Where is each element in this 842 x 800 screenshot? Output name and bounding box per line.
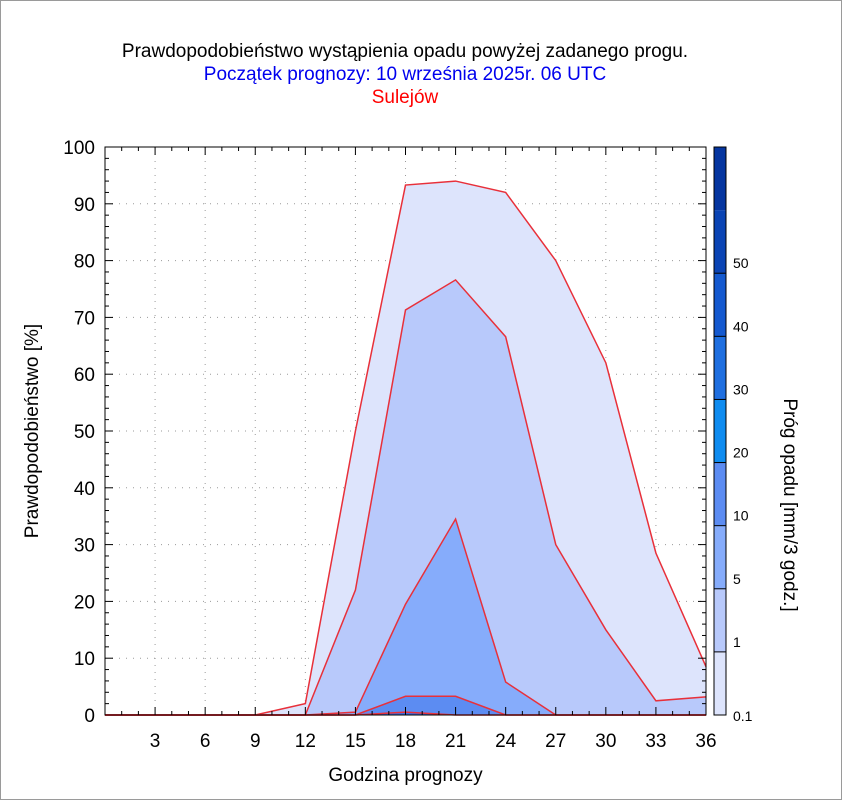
y-axis-label: Prawdopodobieństwo [%] [22, 324, 43, 538]
x-tick-label: 12 [295, 731, 316, 752]
y-tick-label: 100 [63, 138, 95, 159]
forecast-start-subtitle: Początek prognozy: 10 września 2025r. 06… [203, 64, 607, 85]
colorbar-tick-label: 10 [733, 508, 749, 524]
colorbar-segment [714, 273, 726, 337]
colorbar-segment [714, 588, 726, 652]
x-tick-label: 3 [150, 731, 161, 752]
colorbar-tick-label: 0.1 [733, 708, 753, 724]
area-threshold-5 [105, 519, 706, 715]
y-tick-label: 20 [74, 592, 95, 613]
colorbar-tick-label: 5 [733, 571, 741, 587]
y-tick-label: 70 [74, 308, 95, 329]
y-tick-label: 90 [74, 195, 95, 216]
x-tick-label: 24 [495, 731, 517, 752]
area-threshold-1 [105, 279, 706, 715]
y-tick-label: 10 [74, 649, 95, 670]
y-tick-label: 50 [74, 422, 95, 443]
colorbar-layer: 0.1 1 5 10 20 30 40 50 Próg opadu [mm/3 godz.] [713, 146, 800, 724]
colorbar-segment [714, 525, 726, 589]
y-tick-label: 80 [74, 252, 95, 273]
colorbar-segment [714, 336, 726, 400]
x-tick-label: 36 [695, 731, 716, 752]
y-tick-label: 40 [74, 479, 95, 500]
colorbar-tick-label: 30 [733, 381, 749, 397]
area-layer [105, 180, 707, 716]
colorbar-segment [714, 651, 726, 715]
x-tick-label: 9 [250, 731, 261, 752]
x-tick-label: 18 [395, 731, 416, 752]
x-tick-label: 6 [200, 731, 211, 752]
x-tick-label: 27 [545, 731, 566, 752]
title-block: Prawdopodobieństwo wystąpienia opadu pow… [0, 40, 810, 109]
x-axis-label: Godzina prognozy [328, 765, 483, 786]
colorbar-label: Próg opadu [mm/3 godz.] [779, 398, 800, 611]
area-threshold-10 [105, 696, 706, 715]
colorbar-tick-label: 20 [733, 445, 749, 461]
colorbar-segment [714, 399, 726, 463]
y-tick-label: 0 [84, 706, 95, 727]
x-tick-label: 15 [345, 731, 366, 752]
station-name: Sulejów [371, 87, 439, 108]
colorbar-tick-label: 50 [733, 255, 749, 271]
colorbar-tick-label: 1 [733, 634, 741, 650]
x-tick-label: 21 [445, 731, 466, 752]
x-tick-label: 30 [595, 731, 616, 752]
axis-layer: 3 6 9 12 15 18 21 24 27 30 33 360102030405060708090… [22, 138, 717, 786]
chart-title: Prawdopodobieństwo wystąpienia opadu pow… [121, 41, 689, 62]
colorbar-segment [714, 147, 726, 211]
colorbar-segment [714, 462, 726, 526]
y-tick-label: 30 [74, 536, 95, 557]
y-tick-label: 60 [74, 365, 95, 386]
x-tick-label: 33 [645, 731, 666, 752]
colorbar-segment [714, 210, 726, 274]
colorbar-tick-label: 40 [733, 318, 749, 334]
colorbar-frame [713, 146, 727, 716]
